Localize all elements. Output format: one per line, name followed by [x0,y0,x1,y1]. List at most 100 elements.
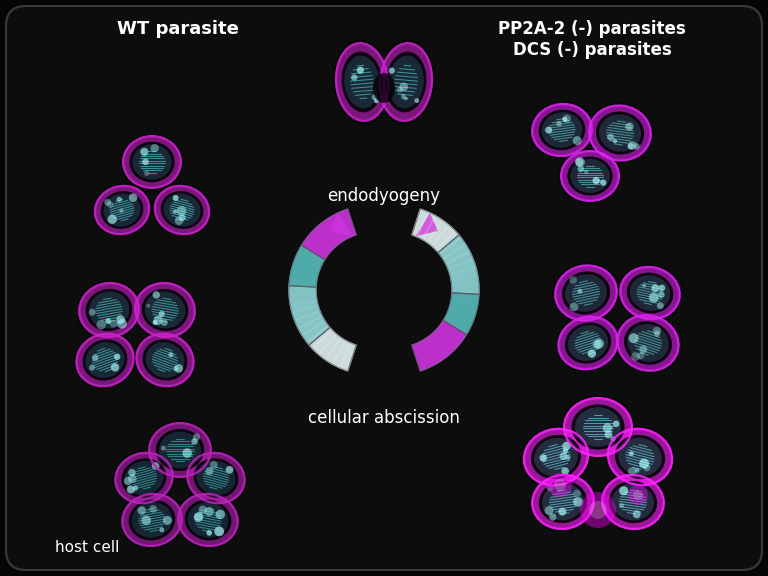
Circle shape [570,302,578,312]
Ellipse shape [85,342,124,378]
Ellipse shape [568,325,608,361]
Circle shape [193,434,200,441]
Ellipse shape [159,431,201,468]
Circle shape [114,354,121,360]
Circle shape [600,180,607,186]
Polygon shape [333,340,351,368]
Ellipse shape [144,291,185,328]
Polygon shape [448,259,476,275]
Ellipse shape [336,43,388,121]
Ellipse shape [146,420,214,480]
Polygon shape [307,326,332,348]
Ellipse shape [612,484,654,521]
Circle shape [154,316,163,325]
Circle shape [153,291,160,298]
Ellipse shape [74,331,137,389]
Circle shape [547,484,554,491]
Ellipse shape [94,185,149,234]
Ellipse shape [129,499,175,540]
Ellipse shape [134,331,197,389]
Circle shape [174,364,183,373]
Ellipse shape [541,112,582,147]
Circle shape [633,510,641,518]
Ellipse shape [86,289,132,331]
Polygon shape [422,216,442,242]
Circle shape [578,289,582,294]
Polygon shape [443,244,470,264]
Circle shape [151,144,159,152]
Circle shape [199,506,207,514]
Circle shape [137,506,146,514]
Ellipse shape [129,142,174,182]
Ellipse shape [558,317,617,369]
Ellipse shape [119,491,185,549]
Ellipse shape [141,289,188,331]
Circle shape [399,82,408,91]
Circle shape [584,169,588,174]
Ellipse shape [599,472,667,532]
Text: WT parasite: WT parasite [117,20,239,38]
Circle shape [207,530,212,536]
Circle shape [173,195,179,201]
Text: endodyogeny: endodyogeny [327,187,441,205]
Ellipse shape [145,342,184,378]
Ellipse shape [531,435,581,479]
Circle shape [631,352,640,361]
Circle shape [594,339,604,348]
Text: host cell: host cell [55,540,119,555]
Circle shape [653,327,661,335]
Ellipse shape [76,334,134,386]
Circle shape [578,165,584,172]
Circle shape [604,430,612,438]
Polygon shape [289,245,325,287]
Ellipse shape [552,263,620,324]
Ellipse shape [568,157,613,195]
Ellipse shape [555,314,621,372]
Circle shape [629,334,638,343]
Circle shape [634,143,640,150]
Ellipse shape [627,272,674,313]
Ellipse shape [120,134,184,191]
Circle shape [152,462,160,470]
Circle shape [205,467,214,475]
Circle shape [549,513,557,521]
Circle shape [654,331,660,336]
Ellipse shape [609,481,657,523]
Circle shape [357,67,364,74]
Ellipse shape [156,429,204,471]
Ellipse shape [124,461,164,495]
Circle shape [159,528,164,532]
Circle shape [401,94,406,98]
Circle shape [593,340,601,349]
Ellipse shape [604,426,675,488]
Circle shape [372,94,378,100]
Circle shape [111,363,119,372]
Circle shape [589,501,607,519]
Ellipse shape [194,458,238,498]
Circle shape [565,455,571,460]
Ellipse shape [602,475,664,529]
Ellipse shape [79,283,139,337]
Circle shape [573,136,581,145]
Ellipse shape [197,461,236,495]
Circle shape [657,302,664,309]
Circle shape [147,304,151,308]
Ellipse shape [187,453,245,503]
Circle shape [588,350,596,358]
Circle shape [628,467,636,475]
Circle shape [649,293,659,302]
Circle shape [635,468,640,473]
Circle shape [89,309,96,316]
Polygon shape [436,231,461,254]
Polygon shape [319,334,341,359]
Ellipse shape [542,484,584,521]
Circle shape [153,320,157,325]
Circle shape [627,143,634,149]
Circle shape [633,490,643,500]
Circle shape [556,121,561,126]
Ellipse shape [614,312,682,374]
Ellipse shape [333,39,391,125]
Circle shape [659,285,665,291]
Polygon shape [295,311,323,328]
Ellipse shape [175,491,241,549]
